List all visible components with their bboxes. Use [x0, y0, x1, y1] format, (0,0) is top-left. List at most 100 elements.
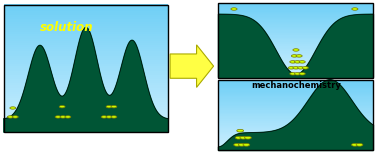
Bar — [218, 15, 373, 17]
Polygon shape — [218, 80, 373, 150]
Bar — [218, 70, 373, 71]
Bar — [218, 24, 373, 25]
Bar — [4, 87, 168, 90]
Bar — [218, 104, 373, 106]
Bar — [218, 3, 373, 78]
Circle shape — [8, 116, 13, 118]
Bar — [4, 32, 168, 34]
Bar — [218, 65, 373, 66]
Bar — [4, 77, 168, 79]
Circle shape — [296, 55, 302, 57]
Bar — [218, 97, 373, 99]
Bar — [218, 43, 373, 44]
Bar — [4, 51, 168, 54]
Bar — [218, 95, 373, 96]
Circle shape — [245, 136, 251, 139]
Bar — [4, 4, 168, 7]
Circle shape — [106, 105, 112, 108]
Bar — [218, 51, 373, 53]
Bar — [218, 143, 373, 145]
Circle shape — [294, 73, 301, 75]
Bar — [4, 62, 168, 64]
Bar — [218, 18, 373, 19]
Bar — [218, 53, 373, 54]
Bar — [4, 119, 168, 122]
Circle shape — [231, 8, 237, 10]
Bar — [218, 44, 373, 45]
Bar — [4, 28, 168, 30]
Bar — [4, 24, 168, 26]
Bar — [4, 100, 168, 102]
Circle shape — [240, 136, 247, 139]
FancyArrow shape — [170, 45, 214, 87]
Bar — [218, 28, 373, 29]
Bar — [218, 17, 373, 18]
Bar — [218, 36, 373, 38]
Bar — [218, 7, 373, 8]
Bar — [4, 79, 168, 81]
Bar — [218, 59, 373, 60]
Bar — [218, 83, 373, 85]
Bar — [218, 114, 373, 115]
Bar — [218, 54, 373, 55]
Bar — [4, 53, 168, 56]
Bar — [4, 13, 168, 15]
Bar — [218, 72, 373, 74]
Bar — [218, 107, 373, 108]
Circle shape — [352, 143, 358, 146]
Bar — [4, 49, 168, 51]
Circle shape — [235, 136, 242, 139]
Bar — [218, 100, 373, 101]
Text: solution: solution — [39, 21, 93, 34]
Bar — [218, 147, 373, 148]
Bar — [218, 29, 373, 30]
Circle shape — [243, 143, 250, 146]
Circle shape — [299, 73, 305, 75]
Polygon shape — [218, 14, 373, 78]
Bar — [218, 109, 373, 110]
Bar — [218, 55, 373, 56]
Bar — [218, 62, 373, 64]
Circle shape — [294, 61, 301, 63]
Bar — [218, 94, 373, 95]
Bar — [218, 149, 373, 150]
Bar — [218, 133, 373, 134]
Bar — [218, 131, 373, 133]
Bar — [4, 128, 168, 130]
Bar — [218, 117, 373, 119]
Bar — [4, 113, 168, 115]
Bar — [218, 4, 373, 5]
Bar — [4, 21, 168, 24]
Bar — [4, 43, 168, 45]
Bar — [218, 82, 373, 83]
Bar — [218, 35, 373, 36]
Bar — [218, 74, 373, 75]
Bar — [4, 26, 168, 28]
Circle shape — [111, 105, 117, 108]
Bar — [4, 55, 168, 58]
Bar — [218, 10, 373, 12]
Bar — [218, 19, 373, 20]
Bar — [218, 48, 373, 49]
Bar — [4, 68, 168, 71]
Circle shape — [60, 116, 66, 118]
Circle shape — [238, 143, 245, 146]
Bar — [218, 34, 373, 35]
Bar — [218, 41, 373, 43]
Circle shape — [290, 73, 296, 75]
Bar — [218, 135, 373, 136]
Bar — [218, 9, 373, 10]
Bar — [218, 49, 373, 50]
Circle shape — [297, 67, 304, 69]
Bar — [4, 19, 168, 22]
Bar — [218, 128, 373, 129]
Bar — [218, 142, 373, 143]
Bar — [218, 126, 373, 127]
Bar — [218, 12, 373, 13]
Bar — [218, 39, 373, 40]
Bar — [218, 8, 373, 9]
Bar — [218, 38, 373, 39]
Bar — [218, 26, 373, 28]
Bar — [218, 3, 373, 4]
Circle shape — [101, 116, 107, 118]
